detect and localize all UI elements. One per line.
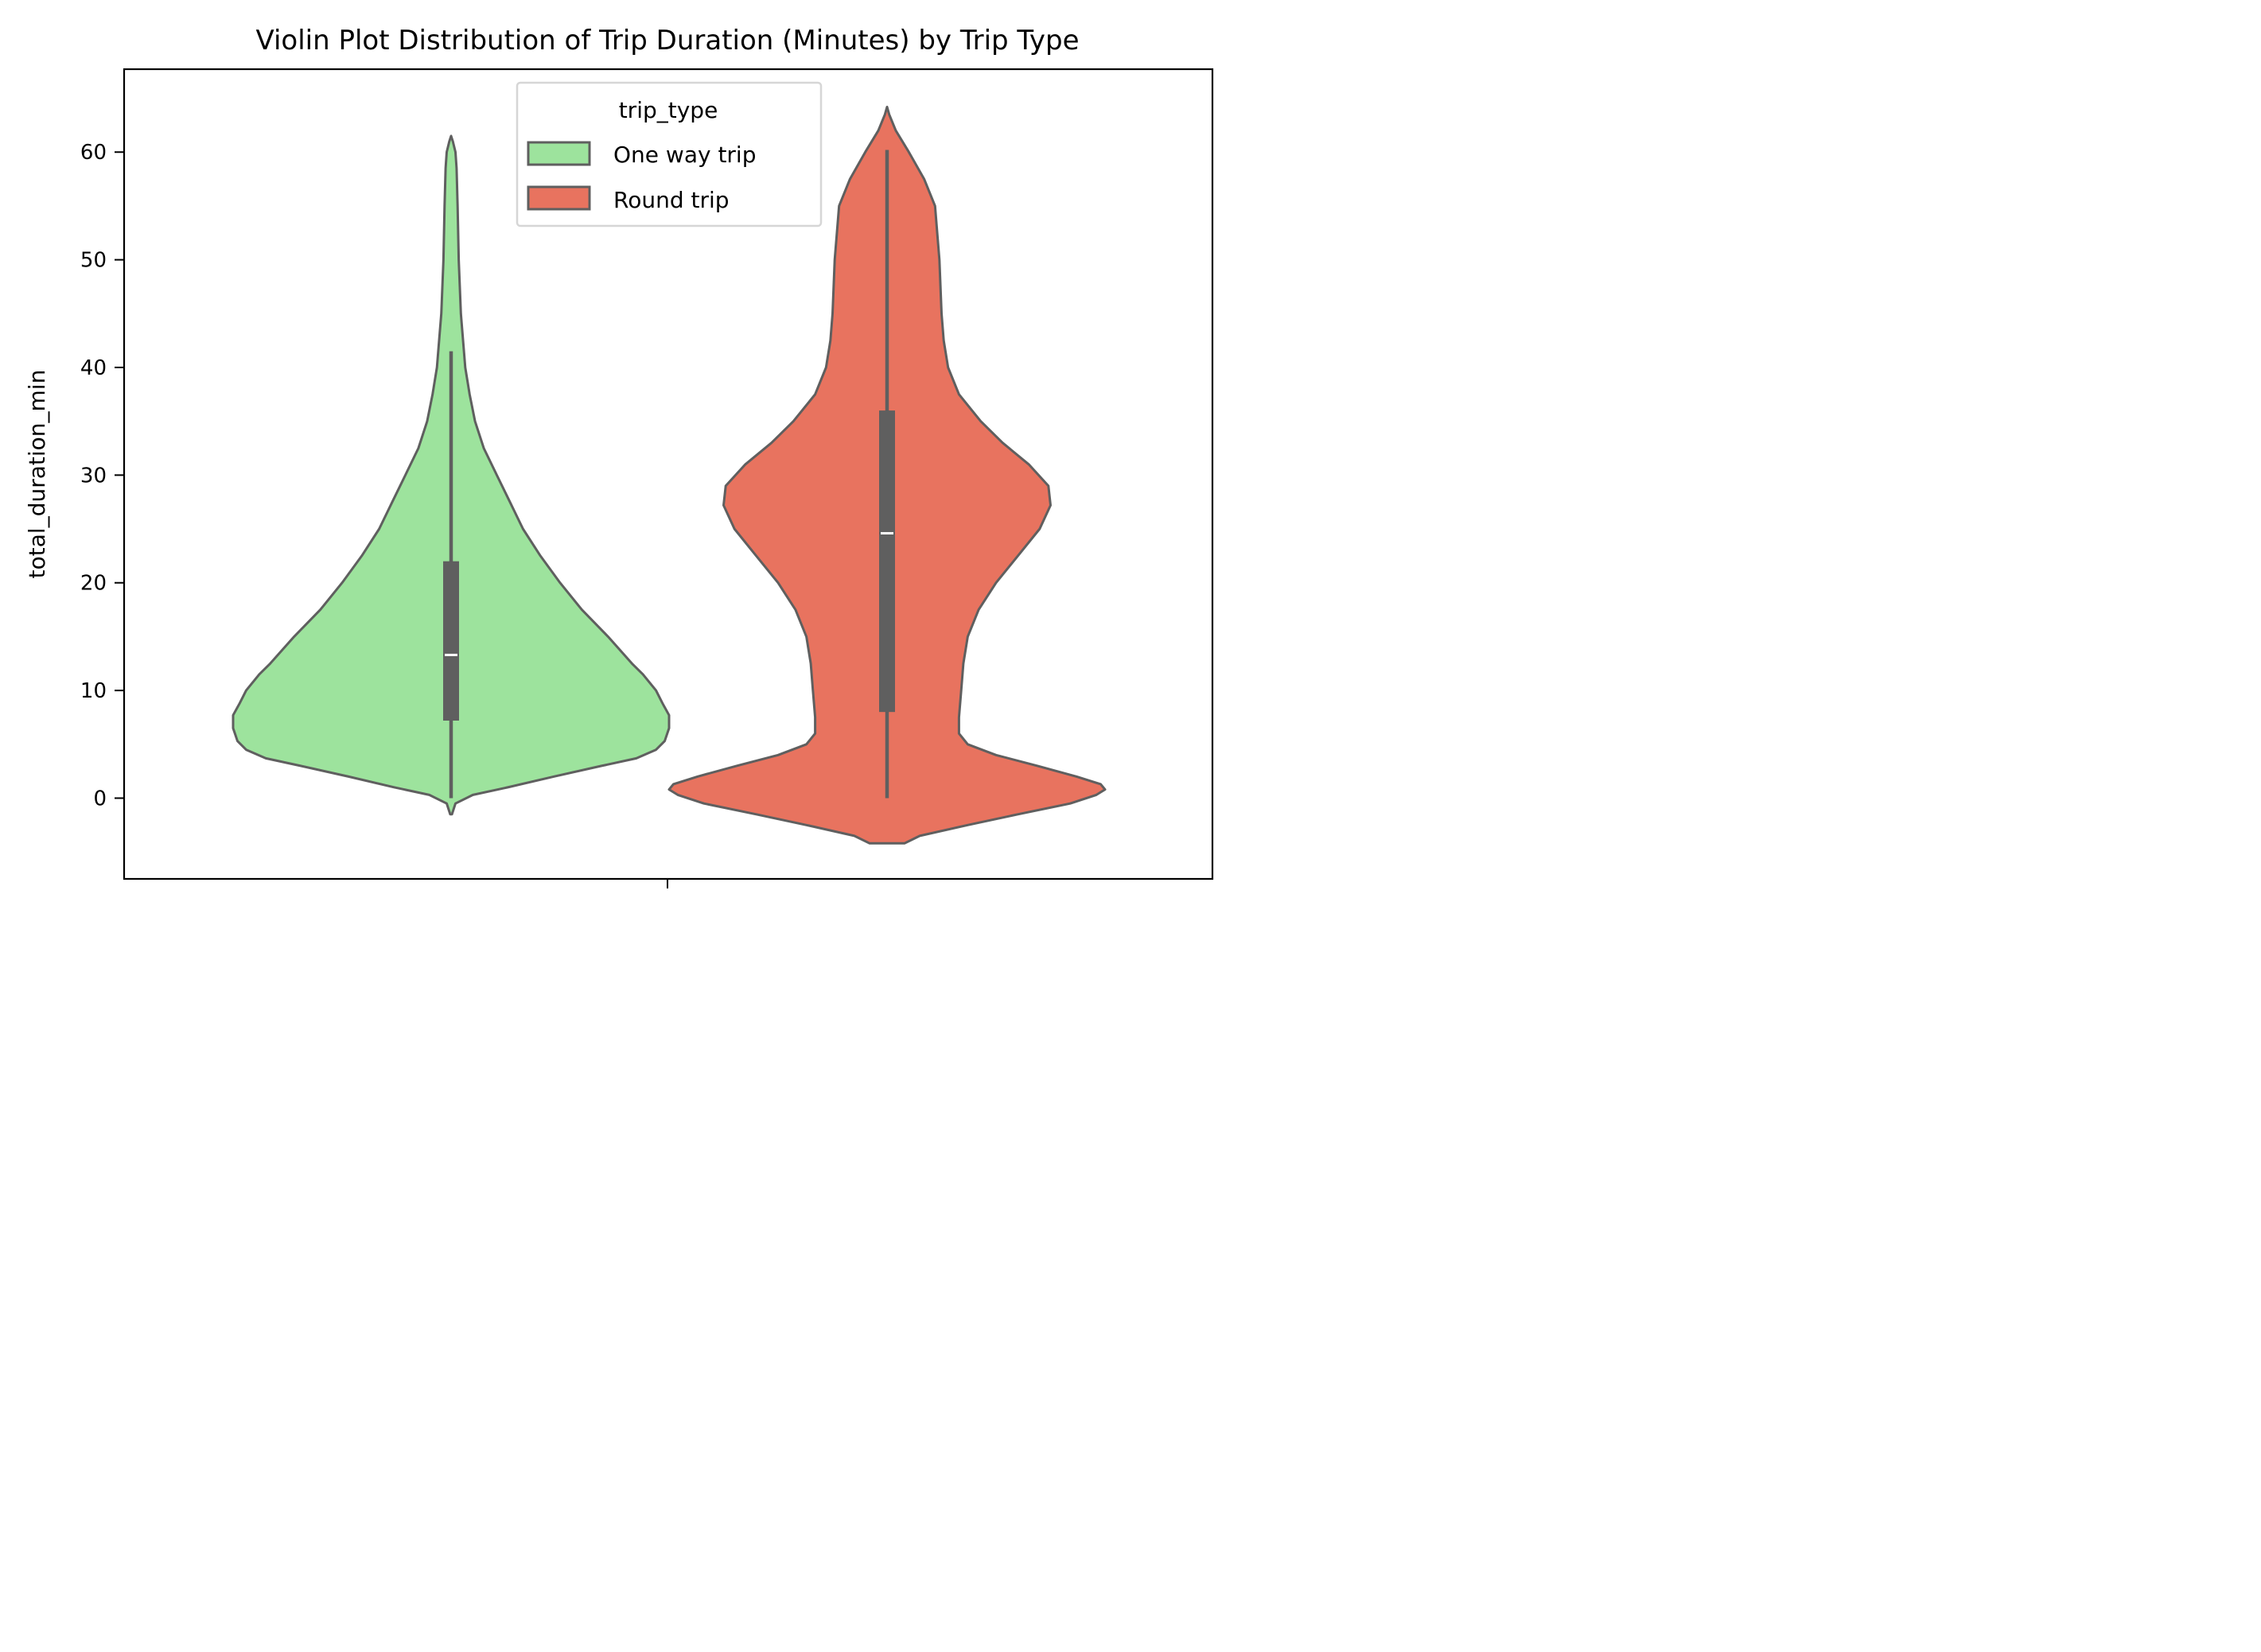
iqr-box-round-trip <box>879 410 895 713</box>
legend-frame <box>516 81 823 227</box>
y-tick-label-30: 30 <box>80 464 107 488</box>
legend: trip_type One way trip Round trip <box>516 81 823 227</box>
y-tick-label-0: 0 <box>93 787 107 810</box>
y-tick-label-10: 10 <box>80 679 107 703</box>
iqr-box-one-way-trip <box>443 561 459 721</box>
legend-swatch-round-trip <box>527 185 591 211</box>
y-tick-label-40: 40 <box>80 356 107 380</box>
legend-label-one-way-trip: One way trip <box>613 142 756 168</box>
y-axis-label: total_duration_min <box>24 370 50 579</box>
chart-title: Violin Plot Distribution of Trip Duratio… <box>255 25 1079 56</box>
y-axis-ticks: 0 10 20 30 40 50 60 <box>80 141 124 810</box>
legend-swatch-one-way-trip <box>527 141 591 166</box>
y-tick-label-60: 60 <box>80 141 107 165</box>
violin-chart: Violin Plot Distribution of Trip Duratio… <box>24 25 1214 888</box>
y-tick-label-50: 50 <box>80 249 107 273</box>
plot-area <box>232 105 1107 845</box>
y-tick-label-20: 20 <box>80 572 107 596</box>
legend-title: trip_type <box>619 97 718 123</box>
legend-label-round-trip: Round trip <box>613 187 730 213</box>
